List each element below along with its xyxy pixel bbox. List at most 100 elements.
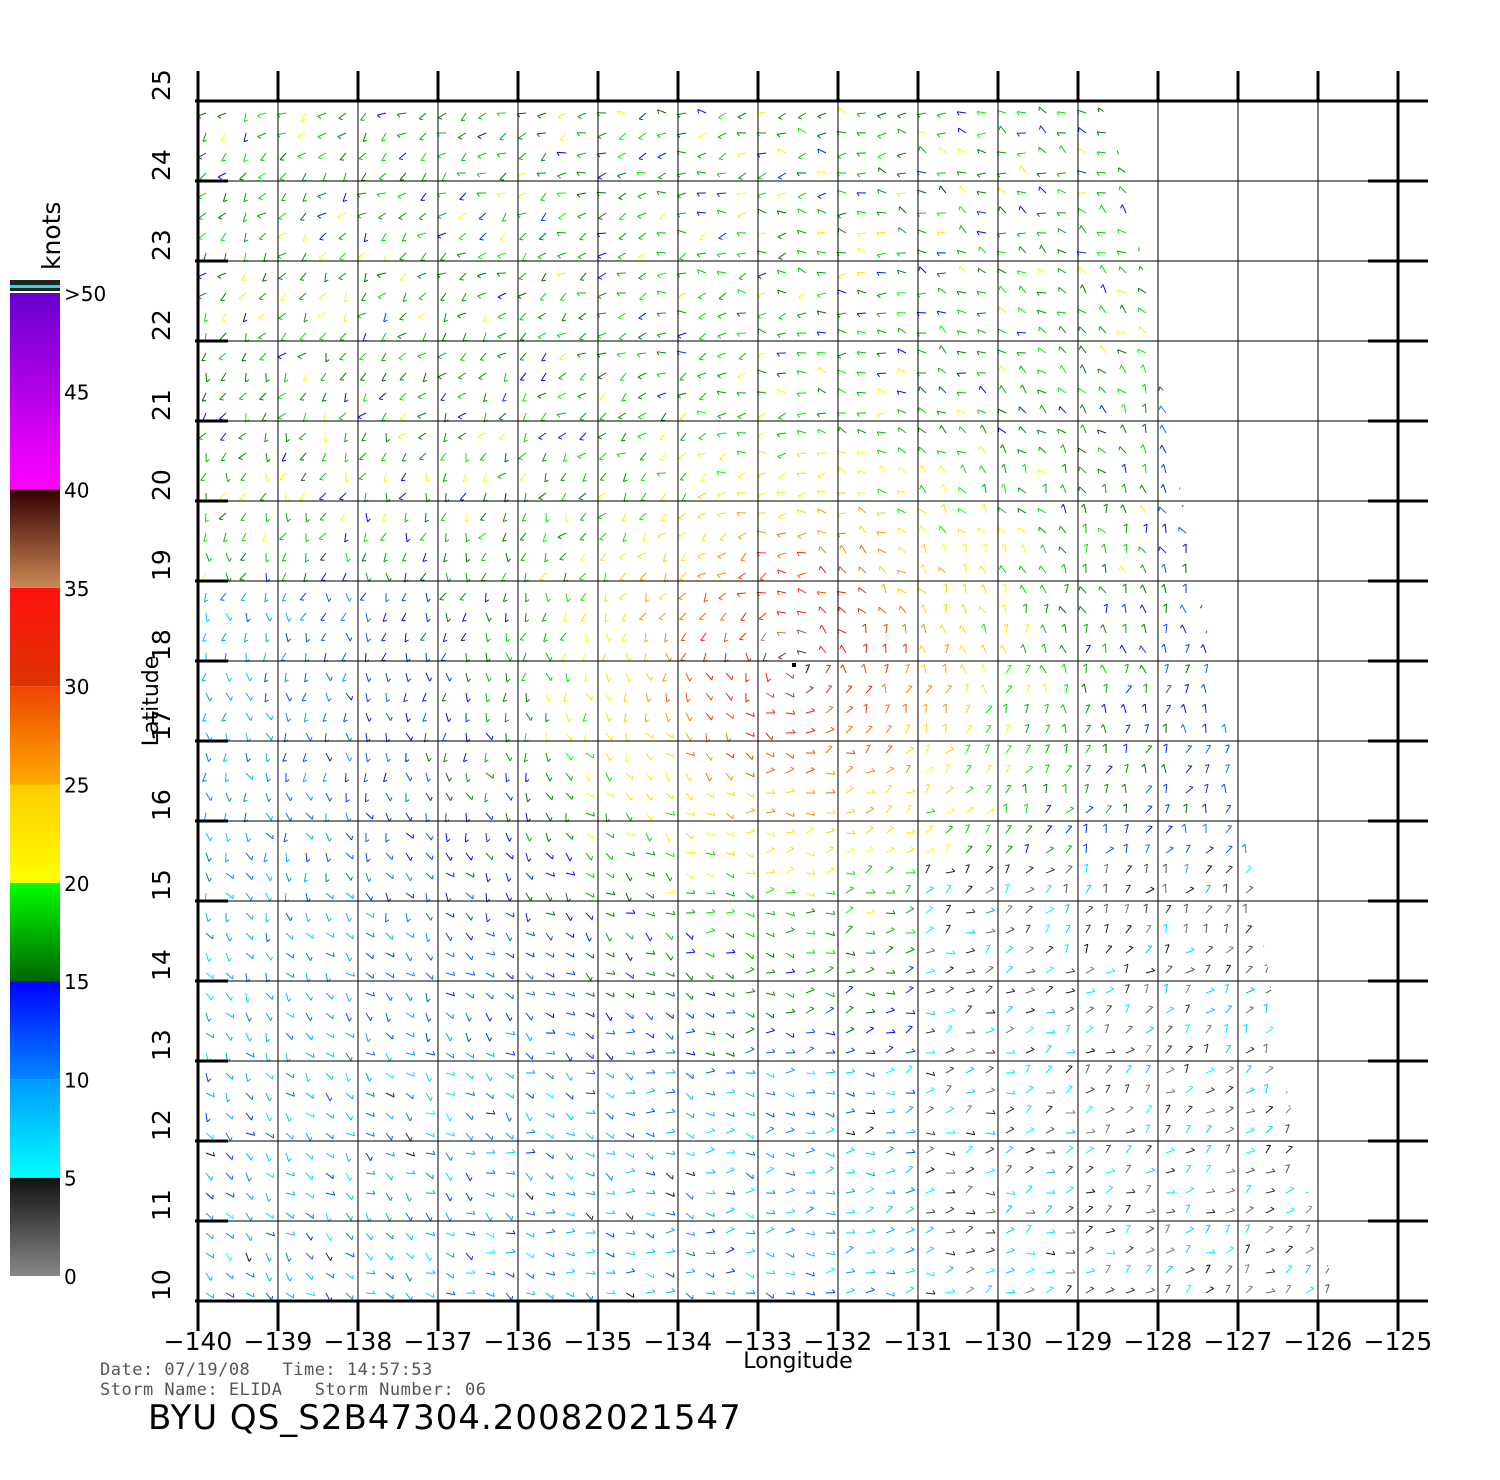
wind-barb xyxy=(585,632,587,643)
wind-barb xyxy=(385,892,389,902)
wind-barb xyxy=(545,672,552,681)
wind-barb-flag xyxy=(309,1016,313,1022)
wind-barb-flag xyxy=(872,789,876,794)
wind-barb xyxy=(202,632,207,642)
wind-barb xyxy=(305,632,307,643)
wind-barb-flag xyxy=(981,503,985,508)
wind-barb xyxy=(1366,904,1367,913)
wind-barb xyxy=(585,1052,594,1059)
wind-barb-flag xyxy=(612,1209,616,1214)
wind-barb xyxy=(905,908,915,914)
wind-barb-flag xyxy=(1243,763,1248,767)
wind-barb-flag xyxy=(1300,584,1304,588)
wind-barb xyxy=(685,932,693,940)
wind-barb xyxy=(405,1032,415,1038)
wind-barb xyxy=(445,1152,452,1161)
wind-barb-flag xyxy=(990,1027,995,1031)
wind-barb-flag xyxy=(951,868,956,872)
wind-barb-flag xyxy=(1380,605,1382,609)
wind-barb xyxy=(465,1112,473,1120)
wind-barb-flag xyxy=(525,599,530,603)
wind-barb xyxy=(1037,508,1047,514)
wind-barb xyxy=(240,592,247,601)
wind-barb xyxy=(1185,924,1188,934)
wind-barb xyxy=(785,1211,795,1214)
wind-barb xyxy=(385,1032,394,1040)
wind-barb xyxy=(265,792,270,802)
wind-barb xyxy=(365,512,368,522)
wind-barb-flag xyxy=(409,877,413,882)
wind-barb-flag xyxy=(1062,783,1067,787)
wind-barb xyxy=(665,1192,675,1197)
wind-barb-flag xyxy=(1182,543,1187,547)
wind-barb xyxy=(1063,564,1067,574)
wind-barb-flag xyxy=(1361,644,1364,647)
wind-barb xyxy=(705,992,715,997)
wind-barb xyxy=(625,892,630,902)
wind-barb-flag xyxy=(1185,644,1190,647)
wind-barb-flag xyxy=(228,557,232,562)
wind-barb-flag xyxy=(1088,1205,1093,1208)
wind-barb xyxy=(422,712,427,722)
wind-barb xyxy=(325,1212,330,1222)
wind-barb xyxy=(1065,584,1069,594)
wind-barb-flag xyxy=(427,598,431,603)
wind-barb-flag xyxy=(1364,664,1368,666)
wind-barb-flag xyxy=(832,1289,836,1293)
wind-barb-flag xyxy=(530,716,533,721)
wind-barb xyxy=(505,1212,513,1221)
wind-barb-flag xyxy=(1101,543,1105,548)
wind-barb-flag xyxy=(816,530,820,535)
wind-barb-flag xyxy=(1351,1067,1355,1069)
wind-barb xyxy=(805,769,815,774)
wind-barb-flag xyxy=(472,971,476,976)
wind-barb xyxy=(1025,1167,1034,1174)
wind-barb-flag xyxy=(426,478,431,483)
wind-barb-flag xyxy=(912,869,916,874)
wind-barb xyxy=(1005,665,1012,674)
wind-barb-flag xyxy=(1088,1105,1093,1108)
wind-barb-flag xyxy=(1383,1004,1386,1006)
wind-barb-flag xyxy=(1052,1168,1056,1173)
wind-barb-flag xyxy=(1261,843,1265,848)
wind-barb-flag xyxy=(549,657,553,662)
wind-barb xyxy=(505,1032,515,1036)
wind-barb-flag xyxy=(1191,1147,1195,1151)
wind-barb xyxy=(1105,1051,1116,1054)
wind-barb xyxy=(598,512,607,519)
wind-barb xyxy=(505,1272,515,1278)
wind-barb xyxy=(445,1192,451,1202)
wind-barb-flag xyxy=(968,845,973,847)
wind-barb-flag xyxy=(992,1229,996,1234)
wind-barb-flag xyxy=(969,806,974,809)
wind-barb-flag xyxy=(201,679,206,682)
wind-barb-flag xyxy=(505,619,510,623)
wind-barb-flag xyxy=(510,796,513,801)
wind-barb-flag xyxy=(1340,665,1342,669)
wind-barb-flag xyxy=(1330,1186,1335,1190)
wind-barb xyxy=(1201,584,1207,594)
wind-barb-flag xyxy=(1111,1168,1116,1172)
wind-barb-flag xyxy=(1299,684,1303,689)
wind-barb xyxy=(805,812,815,816)
wind-barb xyxy=(325,1132,334,1140)
wind-barb-flag xyxy=(249,1037,253,1042)
wind-barb xyxy=(340,612,347,621)
wind-barb-flag xyxy=(1383,484,1386,486)
wind-barb xyxy=(1225,1024,1228,1034)
wind-barb-flag xyxy=(1026,684,1031,687)
wind-barb-flag xyxy=(711,1068,716,1072)
wind-barb-flag xyxy=(1229,1246,1234,1249)
wind-barb xyxy=(1145,925,1152,934)
wind-barb xyxy=(245,1112,252,1121)
wind-barb xyxy=(305,1092,314,1099)
wind-barb xyxy=(925,685,933,694)
wind-barb xyxy=(785,1129,795,1134)
wind-barb-flag xyxy=(552,1191,556,1196)
wind-barb xyxy=(1346,1007,1352,1014)
wind-barb xyxy=(643,652,647,662)
wind-barb xyxy=(605,1212,616,1214)
wind-barb-flag xyxy=(959,645,962,650)
wind-barb xyxy=(205,912,209,922)
wind-barb xyxy=(320,552,327,561)
